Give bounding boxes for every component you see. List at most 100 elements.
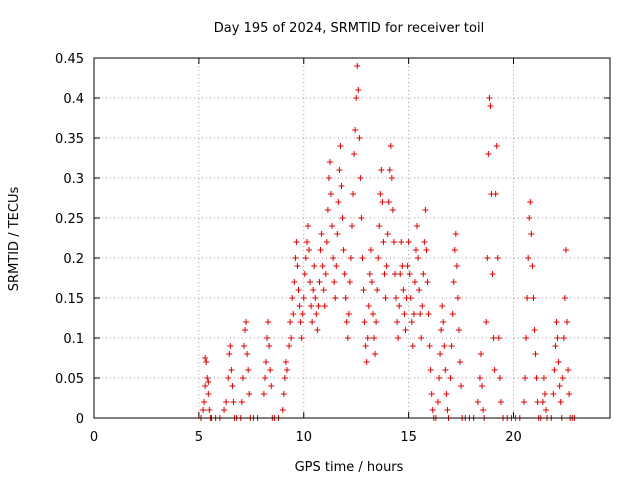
data-point <box>492 191 499 197</box>
data-point <box>306 247 312 253</box>
data-point <box>344 335 351 341</box>
data-point <box>360 287 367 293</box>
data-point <box>380 239 387 245</box>
data-point <box>393 295 400 301</box>
y-tick-label: 0.25 <box>55 212 84 227</box>
data-point <box>497 399 504 405</box>
data-point <box>355 87 362 93</box>
data-point <box>436 375 443 381</box>
data-point <box>401 311 408 317</box>
data-point <box>372 351 379 357</box>
data-point <box>438 327 445 333</box>
data-point <box>560 335 567 341</box>
data-point <box>429 407 436 413</box>
data-point <box>315 303 322 309</box>
data-point <box>282 359 289 365</box>
data-point <box>533 375 540 381</box>
data-point <box>294 263 301 269</box>
data-point <box>345 311 352 317</box>
data-point <box>322 271 329 277</box>
data-point <box>334 231 341 237</box>
data-point <box>320 287 327 293</box>
data-point <box>299 311 306 317</box>
data-point <box>386 167 393 173</box>
data-point <box>382 295 389 301</box>
data-point <box>331 279 338 285</box>
data-point <box>487 103 494 109</box>
data-point <box>227 343 234 349</box>
data-point <box>333 263 340 269</box>
y-tick-label: 0.2 <box>63 252 84 267</box>
data-point <box>398 239 405 245</box>
data-point <box>376 223 383 229</box>
data-point <box>528 231 535 237</box>
data-point <box>280 391 287 397</box>
data-point <box>485 151 492 157</box>
data-point <box>411 279 418 285</box>
data-point <box>525 255 532 261</box>
data-point <box>289 295 296 301</box>
data-point <box>385 199 392 205</box>
data-point <box>539 399 546 405</box>
data-point <box>557 399 564 405</box>
x-tick-label: 20 <box>505 430 522 445</box>
data-point <box>324 207 331 213</box>
data-point <box>244 351 251 357</box>
data-point <box>450 279 457 285</box>
data-point <box>309 319 316 325</box>
data-point <box>347 255 354 261</box>
data-point <box>338 183 345 189</box>
data-point <box>225 375 232 381</box>
data-point <box>552 343 559 349</box>
data-point <box>226 351 233 357</box>
data-point <box>493 143 500 149</box>
data-point <box>297 319 304 325</box>
data-point <box>455 327 462 333</box>
data-point <box>448 343 455 349</box>
data-point <box>359 255 366 261</box>
data-point <box>205 391 212 397</box>
data-point <box>354 63 361 69</box>
data-point <box>402 327 409 333</box>
data-point <box>540 375 547 381</box>
data-point <box>323 239 330 245</box>
data-point <box>521 399 527 405</box>
data-point <box>373 319 380 325</box>
x-tick-label: 15 <box>400 430 417 445</box>
data-point <box>349 223 355 229</box>
data-point <box>447 375 454 381</box>
data-point <box>566 391 573 397</box>
y-tick-label: 0 <box>76 412 84 427</box>
data-point <box>357 175 364 181</box>
data-point <box>396 303 403 309</box>
data-point <box>364 335 371 341</box>
data-point <box>242 327 249 333</box>
data-point <box>384 231 391 237</box>
data-point <box>390 239 397 245</box>
data-point <box>474 399 481 405</box>
data-point <box>377 191 384 197</box>
data-point <box>325 175 332 181</box>
data-point <box>240 343 247 349</box>
data-point <box>404 263 411 269</box>
data-point <box>491 367 498 373</box>
data-point <box>441 343 448 349</box>
data-point <box>313 311 320 317</box>
data-point <box>559 375 566 381</box>
data-point <box>361 319 368 325</box>
x-tick-label: 0 <box>90 430 98 445</box>
data-point <box>267 367 274 373</box>
data-point <box>303 239 310 245</box>
data-point <box>367 247 374 253</box>
data-point <box>406 271 413 277</box>
data-point <box>352 127 359 133</box>
data-point <box>530 295 537 301</box>
data-point <box>534 399 541 405</box>
data-point <box>405 239 412 245</box>
data-point <box>435 399 441 405</box>
data-point <box>239 375 246 381</box>
data-point <box>543 407 550 413</box>
data-point <box>307 279 314 285</box>
data-point <box>484 255 491 261</box>
